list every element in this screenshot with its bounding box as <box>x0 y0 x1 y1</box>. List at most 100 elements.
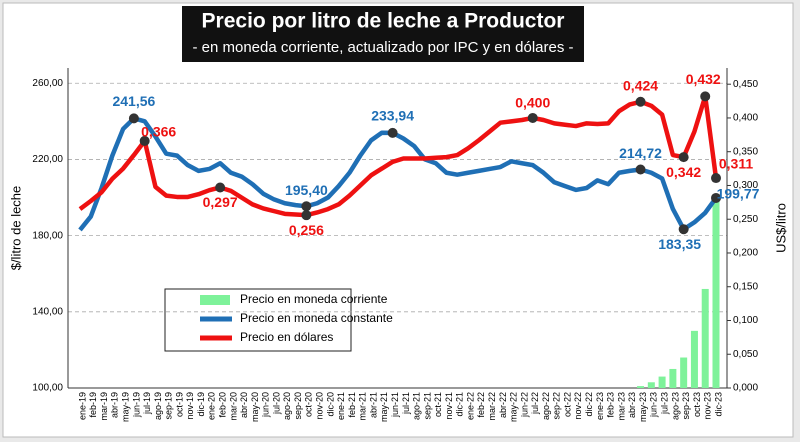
legend-swatch <box>200 295 230 305</box>
x-tick-label: oct-23 <box>692 392 702 417</box>
bar <box>658 376 666 388</box>
y-tick-label: 220,00 <box>32 154 63 165</box>
y2-tick-label: 0,200 <box>733 248 758 259</box>
x-tick-label: mar-22 <box>487 392 497 421</box>
x-tick-label: sep-20 <box>293 392 303 420</box>
data-label: 241,56 <box>112 93 155 109</box>
x-tick-label: dic-20 <box>325 392 335 417</box>
data-label: 183,35 <box>658 236 701 252</box>
bar <box>669 368 677 388</box>
x-tick-label: mar-23 <box>616 392 626 421</box>
data-label: 199,77 <box>717 186 760 202</box>
x-tick-label: oct-21 <box>433 392 443 417</box>
x-tick-label: abr-23 <box>627 392 637 418</box>
chart-title: Precio por litro de leche a Productor <box>202 10 565 33</box>
x-tick-label: mar-20 <box>228 392 238 421</box>
y2-tick-label: 0,450 <box>733 79 758 90</box>
x-tick-label: jul-21 <box>401 392 411 415</box>
x-tick-label: jun-21 <box>390 392 400 418</box>
x-tick-label: nov-22 <box>573 392 583 420</box>
data-label: 0,311 <box>719 156 753 172</box>
point <box>711 173 721 184</box>
x-tick-label: jun-20 <box>261 392 271 418</box>
x-tick-label: ene-23 <box>595 392 605 420</box>
x-tick-label: sep-22 <box>552 392 562 420</box>
point <box>301 210 312 221</box>
x-tick-label: jun-22 <box>519 392 529 418</box>
point <box>215 182 226 193</box>
chart-subtitle: - en moneda corriente, actualizado por I… <box>192 39 573 56</box>
y-axis-label: $/litro de leche <box>8 186 23 271</box>
x-tick-label: dic-22 <box>584 392 594 417</box>
data-label: 214,72 <box>619 145 662 161</box>
x-tick-label: jul-20 <box>271 392 281 415</box>
x-tick-label: sep-19 <box>164 392 174 420</box>
x-tick-label: nov-20 <box>315 392 325 420</box>
bar <box>680 357 688 388</box>
x-tick-label: oct-20 <box>304 392 314 417</box>
x-tick-label: ago-19 <box>153 392 163 420</box>
point <box>139 135 150 146</box>
x-tick-label: feb-22 <box>476 392 486 418</box>
x-tick-label: ago-23 <box>670 392 680 420</box>
y-tick-label: 140,00 <box>32 306 63 317</box>
data-label: 0,256 <box>289 222 324 238</box>
data-label: 0,400 <box>515 95 550 111</box>
x-tick-label: feb-21 <box>347 392 357 418</box>
x-tick-label: ene-21 <box>336 392 346 420</box>
y-tick-label: 100,00 <box>32 383 63 394</box>
y2-tick-label: 0,350 <box>733 146 758 157</box>
point <box>635 96 646 107</box>
legend-label: Precio en dólares <box>240 330 333 344</box>
x-tick-label: may-20 <box>250 392 260 422</box>
data-label: 0,432 <box>686 71 721 87</box>
data-label: 233,94 <box>371 108 414 124</box>
bar <box>701 288 709 388</box>
point <box>301 201 312 212</box>
x-tick-label: jun-23 <box>649 392 659 418</box>
y2-tick-label: 0,100 <box>733 315 758 326</box>
frame <box>2 2 794 438</box>
y2-tick-label: 0,000 <box>733 383 758 394</box>
x-tick-label: may-21 <box>379 392 389 422</box>
y2-tick-label: 0,300 <box>733 180 758 191</box>
line <box>78 116 718 232</box>
legend <box>164 288 352 352</box>
point <box>635 164 646 175</box>
point <box>527 112 538 123</box>
x-tick-label: mar-19 <box>99 392 109 421</box>
x-tick-label: oct-22 <box>562 392 572 417</box>
data-label: 0,424 <box>623 77 658 93</box>
x-tick-label: jul-19 <box>142 392 152 415</box>
x-tick-label: may-19 <box>120 392 130 422</box>
x-tick-label: nov-19 <box>185 392 195 420</box>
x-tick-label: sep-23 <box>681 392 691 420</box>
y-tick-label: 260,00 <box>32 78 63 89</box>
x-tick-label: dic-21 <box>455 392 465 417</box>
x-tick-label: oct-19 <box>174 392 184 417</box>
point <box>128 113 139 124</box>
bar <box>712 197 720 388</box>
x-tick-label: abr-21 <box>368 392 378 418</box>
x-tick-label: mar-21 <box>358 392 368 421</box>
bar <box>690 330 698 388</box>
legend-label: Precio en moneda constante <box>240 311 393 325</box>
legend-label: Precio en moneda corriente <box>240 292 388 306</box>
y2-tick-label: 0,050 <box>733 349 758 360</box>
x-tick-label: feb-19 <box>88 392 98 418</box>
point <box>387 127 398 138</box>
y2-tick-label: 0,250 <box>733 214 758 225</box>
x-tick-label: jul-23 <box>659 392 669 415</box>
point <box>678 152 689 163</box>
x-tick-label: ago-21 <box>412 392 422 420</box>
data-label: 0,342 <box>666 164 701 180</box>
y2-tick-label: 0,400 <box>733 113 758 124</box>
x-tick-label: jun-19 <box>131 392 141 418</box>
x-tick-label: nov-23 <box>703 392 713 420</box>
x-tick-label: jul-22 <box>530 392 540 415</box>
x-tick-label: feb-23 <box>606 392 616 418</box>
point <box>700 91 711 102</box>
x-tick-label: may-22 <box>509 392 519 422</box>
